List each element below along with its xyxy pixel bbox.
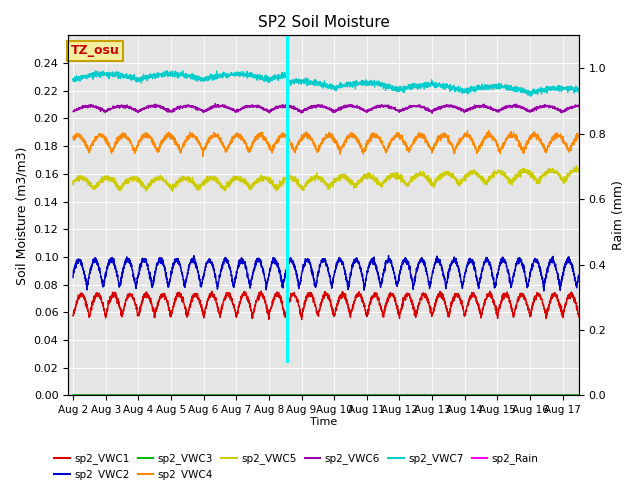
sp2_VWC5 [565, 171, 573, 177]
sp2_Rain [565, 393, 573, 398]
X-axis label: Time: Time [310, 417, 337, 427]
Line: sp2_VWC4: sp2_VWC4 [73, 131, 579, 156]
sp2_VWC5 [511, 174, 518, 180]
sp2_VWC6 [211, 100, 219, 106]
sp2_VWC6 [285, 104, 293, 109]
sp2_VWC2 [157, 256, 164, 262]
sp2_VWC5 [127, 177, 134, 182]
sp2_VWC7 [163, 68, 171, 73]
Y-axis label: Soil Moisture (m3/m3): Soil Moisture (m3/m3) [15, 146, 28, 285]
sp2_VWC5 [264, 176, 271, 181]
sp2_VWC6 [428, 110, 436, 116]
sp2_VWC6 [566, 106, 573, 111]
sp2_VWC2 [566, 257, 573, 263]
sp2_VWC2 [285, 256, 293, 262]
sp2_VWC7 [157, 72, 164, 78]
Line: sp2_VWC7: sp2_VWC7 [73, 71, 579, 96]
sp2_Rain [511, 393, 518, 398]
sp2_Rain [127, 393, 134, 398]
sp2_VWC1 [298, 317, 305, 323]
sp2_VWC5 [572, 163, 580, 169]
sp2_VWC2 [575, 274, 583, 279]
sp2_VWC3 [263, 392, 271, 397]
sp2_VWC5 [168, 188, 176, 194]
sp2_VWC7 [69, 76, 77, 82]
sp2_VWC3 [285, 392, 293, 397]
sp2_VWC2 [540, 288, 548, 294]
sp2_VWC2 [511, 267, 518, 273]
sp2_VWC4 [264, 140, 271, 146]
Line: sp2_VWC2: sp2_VWC2 [73, 255, 579, 291]
sp2_Rain [69, 393, 77, 398]
sp2_Rain [157, 393, 164, 398]
sp2_VWC2 [263, 281, 271, 287]
sp2_VWC4 [127, 138, 134, 144]
sp2_VWC7 [285, 78, 293, 84]
sp2_VWC7 [575, 90, 583, 96]
sp2_VWC1 [285, 299, 293, 304]
sp2_VWC6 [575, 102, 583, 108]
sp2_VWC5 [285, 175, 293, 181]
sp2_VWC1 [264, 310, 271, 315]
sp2_VWC6 [69, 109, 77, 115]
sp2_VWC6 [264, 107, 271, 113]
sp2_VWC4 [199, 154, 207, 159]
sp2_VWC7 [264, 78, 271, 84]
sp2_Rain [263, 393, 271, 398]
sp2_VWC3 [127, 392, 134, 397]
sp2_VWC4 [485, 128, 493, 133]
sp2_VWC2 [69, 275, 77, 280]
sp2_VWC1 [157, 296, 164, 301]
sp2_VWC2 [385, 252, 392, 258]
sp2_VWC4 [566, 146, 573, 152]
sp2_VWC3 [511, 392, 518, 397]
sp2_Rain [575, 393, 583, 398]
sp2_VWC4 [69, 134, 77, 140]
Title: SP2 Soil Moisture: SP2 Soil Moisture [258, 15, 390, 30]
Text: TZ_osu: TZ_osu [70, 44, 120, 57]
sp2_VWC6 [127, 105, 134, 110]
sp2_Rain [285, 393, 293, 398]
sp2_VWC3 [157, 392, 164, 397]
sp2_VWC1 [575, 314, 583, 320]
sp2_VWC4 [157, 140, 164, 146]
sp2_VWC3 [69, 392, 77, 397]
sp2_VWC1 [566, 291, 573, 297]
sp2_VWC7 [127, 73, 134, 79]
sp2_VWC3 [565, 392, 573, 397]
sp2_VWC3 [575, 392, 583, 397]
Y-axis label: Raim (mm): Raim (mm) [612, 180, 625, 251]
Legend: sp2_VWC1, sp2_VWC2, sp2_VWC3, sp2_VWC4, sp2_VWC5, sp2_VWC6, sp2_VWC7, sp2_Rain: sp2_VWC1, sp2_VWC2, sp2_VWC3, sp2_VWC4, … [50, 449, 543, 480]
sp2_VWC1 [127, 291, 134, 297]
sp2_VWC4 [511, 132, 518, 138]
sp2_VWC7 [526, 93, 534, 99]
sp2_VWC5 [157, 175, 164, 181]
sp2_VWC6 [511, 101, 518, 107]
sp2_VWC7 [511, 89, 518, 95]
sp2_VWC5 [69, 178, 77, 184]
sp2_VWC7 [566, 86, 573, 92]
sp2_VWC4 [285, 137, 293, 143]
Line: sp2_VWC5: sp2_VWC5 [73, 166, 579, 191]
sp2_VWC1 [257, 288, 265, 294]
sp2_VWC4 [575, 134, 583, 140]
Line: sp2_VWC1: sp2_VWC1 [73, 291, 579, 320]
sp2_VWC6 [157, 104, 164, 110]
sp2_VWC1 [511, 307, 518, 312]
sp2_VWC1 [69, 313, 77, 319]
sp2_VWC2 [127, 263, 134, 269]
Line: sp2_VWC6: sp2_VWC6 [73, 103, 579, 113]
sp2_VWC5 [575, 168, 583, 173]
